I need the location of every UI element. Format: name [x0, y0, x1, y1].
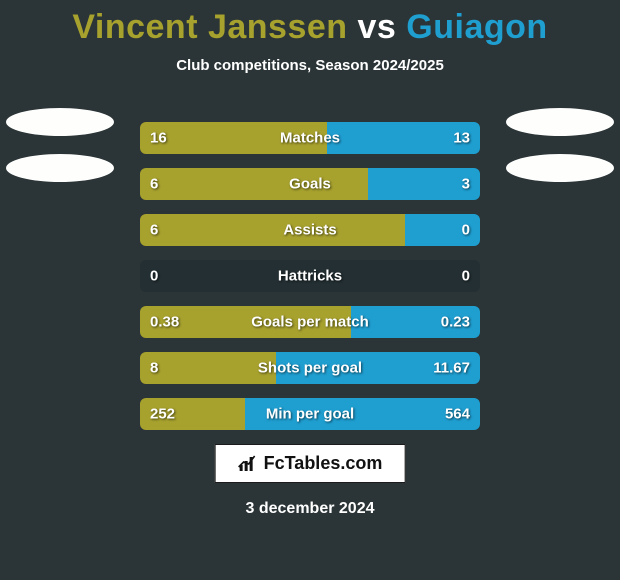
stats-bars: 16 Matches 13 6 Goals 3 6 Assists 0 0 Hattricks 0 0.… — [140, 122, 480, 430]
stat-value-player1: 8 — [150, 360, 158, 377]
stat-row: 8 Shots per goal 11.67 — [140, 352, 480, 384]
stat-value-player2: 0 — [462, 268, 470, 285]
stat-row: 6 Goals 3 — [140, 168, 480, 200]
stat-value-player1: 252 — [150, 406, 175, 423]
stat-label: Hattricks — [278, 268, 342, 285]
stat-row: 252 Min per goal 564 — [140, 398, 480, 430]
stat-value-player2: 0 — [462, 222, 470, 239]
stat-value-player2: 11.67 — [433, 360, 470, 377]
title-player2: Guiagon — [406, 8, 547, 46]
stat-label: Goals per match — [251, 314, 369, 331]
stat-value-player1: 0.38 — [150, 314, 179, 331]
stat-value-player1: 6 — [150, 176, 158, 193]
brand-text: FcTables.com — [264, 453, 383, 474]
stat-row: 6 Assists 0 — [140, 214, 480, 246]
player1-avatar-column — [0, 108, 120, 182]
player1-avatar-placeholder — [6, 108, 114, 136]
stat-label: Goals — [289, 176, 331, 193]
player2-club-placeholder — [506, 154, 614, 182]
stat-row: 0 Hattricks 0 — [140, 260, 480, 292]
stat-value-player1: 0 — [150, 268, 158, 285]
stat-value-player2: 0.23 — [441, 314, 470, 331]
bar-fill-player1 — [140, 168, 368, 200]
page-title: Vincent Janssen vs Guiagon — [0, 0, 620, 47]
bar-fill-player1 — [140, 352, 276, 384]
brand-badge[interactable]: FcTables.com — [215, 444, 406, 483]
stat-label: Shots per goal — [258, 360, 362, 377]
player2-avatar-column — [500, 108, 620, 182]
bar-fill-player1 — [140, 214, 405, 246]
title-player1: Vincent Janssen — [72, 8, 347, 46]
title-vs: vs — [358, 8, 397, 46]
player2-avatar-placeholder — [506, 108, 614, 136]
stat-label: Matches — [280, 130, 340, 147]
stat-value-player1: 16 — [150, 130, 167, 147]
date-label: 3 december 2024 — [246, 500, 375, 518]
stat-row: 16 Matches 13 — [140, 122, 480, 154]
stat-label: Assists — [283, 222, 336, 239]
player1-club-placeholder — [6, 154, 114, 182]
stat-value-player2: 13 — [453, 130, 470, 147]
stat-label: Min per goal — [266, 406, 354, 423]
stat-value-player2: 3 — [462, 176, 470, 193]
stat-value-player1: 6 — [150, 222, 158, 239]
chart-icon — [238, 455, 258, 473]
subtitle: Club competitions, Season 2024/2025 — [0, 57, 620, 74]
stat-row: 0.38 Goals per match 0.23 — [140, 306, 480, 338]
stat-value-player2: 564 — [445, 406, 470, 423]
